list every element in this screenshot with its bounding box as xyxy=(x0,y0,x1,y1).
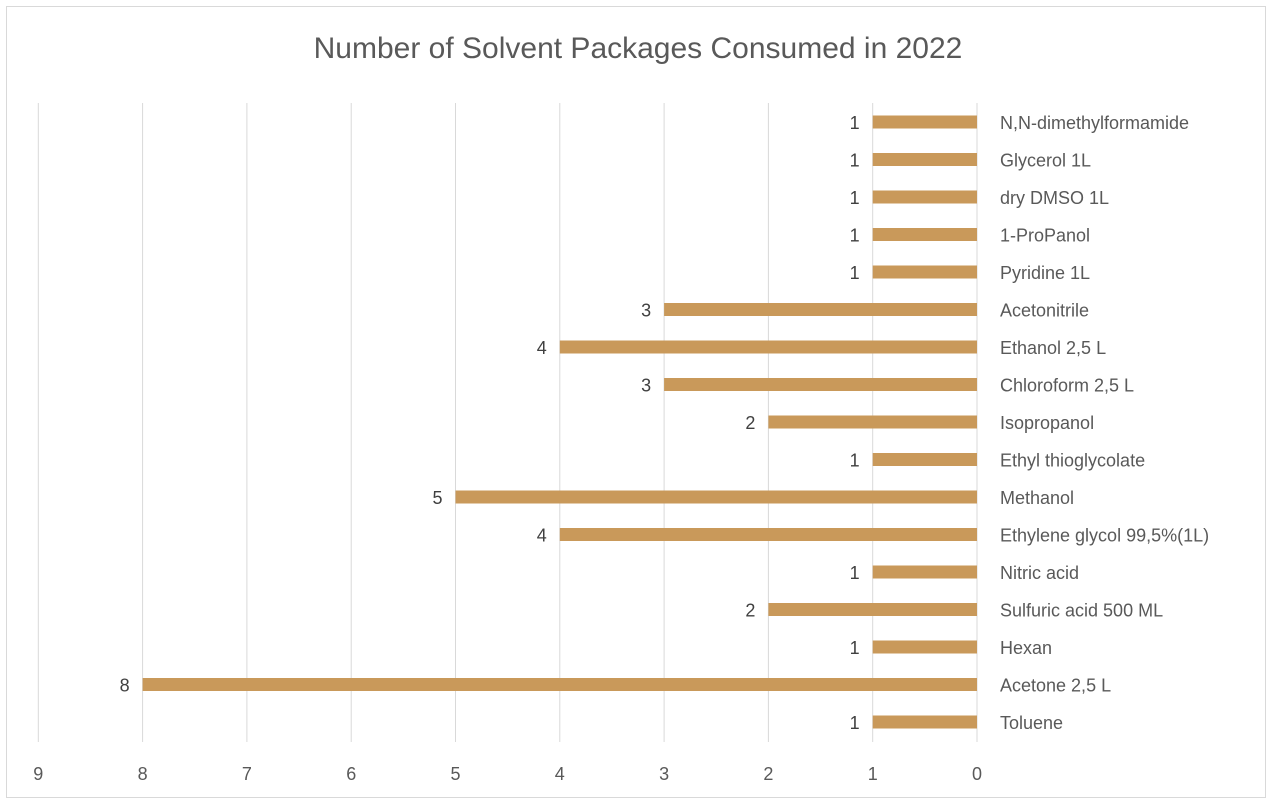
x-tick-label: 0 xyxy=(972,764,982,784)
bar xyxy=(872,265,977,279)
category-label: Acetonitrile xyxy=(1000,301,1089,321)
grid-layer xyxy=(37,103,978,742)
bar xyxy=(872,115,977,129)
x-tick-label: 6 xyxy=(346,764,356,784)
data-label: 5 xyxy=(432,488,442,508)
data-label: 1 xyxy=(850,263,860,283)
data-label: 1 xyxy=(850,113,860,133)
x-tick-label: 8 xyxy=(138,764,148,784)
category-label: Ethylene glycol 99,5%(1L) xyxy=(1000,526,1209,546)
category-label: dry DMSO 1L xyxy=(1000,188,1109,208)
chart-area xyxy=(6,6,1266,798)
category-label: Sulfuric acid 500 ML xyxy=(1000,601,1163,621)
x-tick-label: 9 xyxy=(33,764,43,784)
data-label: 1 xyxy=(850,188,860,208)
data-label: 1 xyxy=(850,151,860,171)
x-tick-label: 5 xyxy=(450,764,460,784)
bar xyxy=(872,715,977,729)
data-label: 1 xyxy=(850,638,860,658)
bar xyxy=(142,678,978,691)
category-label: Ethanol 2,5 L xyxy=(1000,338,1106,358)
category-label: Chloroform 2,5 L xyxy=(1000,376,1134,396)
x-tick-label: 1 xyxy=(868,764,878,784)
bar xyxy=(455,490,977,504)
category-label: Hexan xyxy=(1000,638,1052,658)
label-layer: 0 1 2 3 4 5 6 7 8 9 1 N,N-dimethylformamide 1 Glycero… xyxy=(33,113,1209,784)
bar xyxy=(872,565,977,579)
x-tick-label: 2 xyxy=(763,764,773,784)
category-label: Ethyl thioglycolate xyxy=(1000,451,1145,471)
category-label: Toluene xyxy=(1000,713,1063,733)
category-label: Isopropanol xyxy=(1000,413,1094,433)
x-tick-label: 4 xyxy=(555,764,565,784)
data-label: 3 xyxy=(641,301,651,321)
category-label: 1-ProPanol xyxy=(1000,226,1090,246)
data-label: 4 xyxy=(537,338,547,358)
bar-layer xyxy=(142,115,978,729)
category-label: Acetone 2,5 L xyxy=(1000,676,1111,696)
bar xyxy=(872,453,977,466)
category-label: Methanol xyxy=(1000,488,1074,508)
bar xyxy=(664,303,977,316)
bar xyxy=(559,340,977,354)
data-label: 1 xyxy=(850,226,860,246)
chart-title: Number of Solvent Packages Consumed in 2… xyxy=(314,32,963,65)
bar xyxy=(872,190,977,204)
data-label: 1 xyxy=(850,563,860,583)
category-label: Pyridine 1L xyxy=(1000,263,1090,283)
data-label: 4 xyxy=(537,526,547,546)
bar xyxy=(768,603,977,616)
x-tick-label: 3 xyxy=(659,764,669,784)
category-label: Nitric acid xyxy=(1000,563,1079,583)
bar xyxy=(664,378,977,391)
data-label: 8 xyxy=(120,676,130,696)
data-label: 1 xyxy=(850,713,860,733)
data-label: 3 xyxy=(641,376,651,396)
bar xyxy=(872,228,977,241)
data-label: 2 xyxy=(745,601,755,621)
bar xyxy=(872,640,977,654)
category-label: Glycerol 1L xyxy=(1000,151,1091,171)
bar xyxy=(872,153,977,166)
x-tick-label: 7 xyxy=(242,764,252,784)
bar xyxy=(559,528,977,541)
data-label: 1 xyxy=(850,451,860,471)
category-label: N,N-dimethylformamide xyxy=(1000,113,1189,133)
data-label: 2 xyxy=(745,413,755,433)
bar xyxy=(768,415,977,429)
